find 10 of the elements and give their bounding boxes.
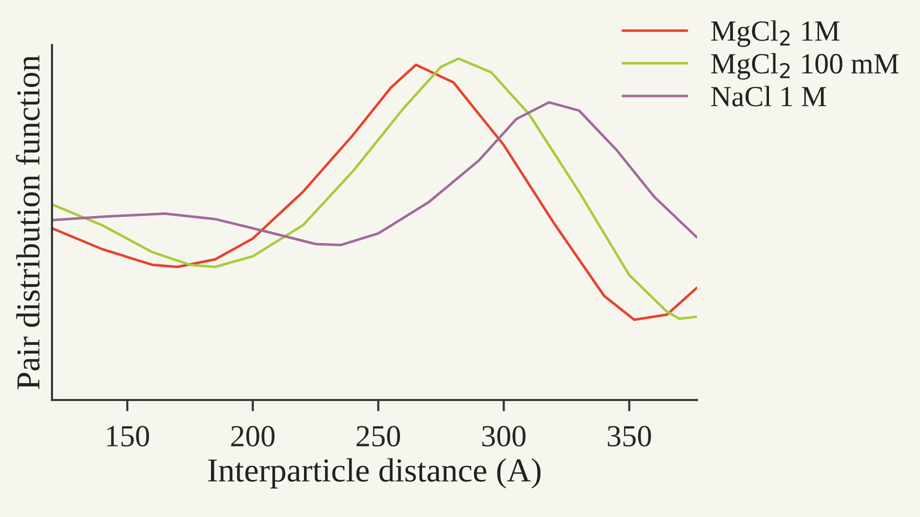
x-tick-label: 350 [608,426,651,447]
x-tick-label: 150 [107,426,150,447]
legend-label: NaCl 1 M [711,86,826,106]
y-axis-title: Pair distribution function [16,55,40,390]
x-tick-label: 250 [356,426,400,447]
x-tick-label: 200 [231,426,275,447]
x-axis-title: Interparticle distance (A) [208,458,541,488]
legend-label: MgCl$_{2}$ 100 mM [711,53,899,80]
legend-label: MgCl$_{2}$ 1M [711,20,840,47]
x-tick-label: 300 [482,426,526,447]
